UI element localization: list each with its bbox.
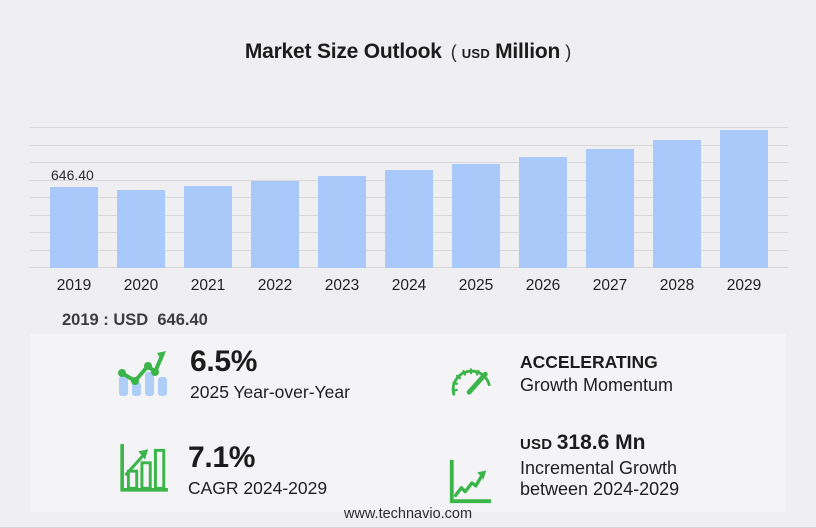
incremental-amount: 318.6 Mn bbox=[556, 431, 646, 454]
yoy-value: 6.5% bbox=[190, 345, 258, 378]
momentum-label: Growth Momentum bbox=[520, 375, 674, 395]
bar-slot-2023: 2023 bbox=[318, 128, 366, 294]
bar-slot-2021: 2021 bbox=[184, 128, 232, 294]
x-axis-label-2027: 2027 bbox=[592, 277, 628, 294]
title-scale: Million bbox=[495, 40, 561, 63]
bar-slot-2028: 2028 bbox=[653, 128, 701, 294]
x-axis-label-2022: 2022 bbox=[257, 277, 293, 294]
bar-slot-2024: 2024 bbox=[385, 128, 433, 294]
x-axis-label-2019: 2019 bbox=[56, 277, 92, 294]
bar-slot-2027: 2027 bbox=[586, 128, 634, 294]
bar-2027 bbox=[586, 148, 634, 268]
x-axis-label-2028: 2028 bbox=[659, 277, 695, 294]
bar-2028 bbox=[653, 139, 701, 268]
chart-title: Market Size Outlook ( USD Million ) bbox=[0, 40, 816, 64]
bar-2026 bbox=[519, 156, 567, 268]
stat-incremental: USD 318.6 Mn Incremental Growth between … bbox=[446, 432, 679, 506]
yoy-label: 2025 Year-over-Year bbox=[190, 382, 350, 402]
gauge-icon bbox=[451, 368, 491, 396]
x-axis-label-2020: 2020 bbox=[123, 277, 159, 294]
stat-cagr: 7.1% CAGR 2024-2029 bbox=[118, 442, 327, 499]
gridline bbox=[30, 127, 788, 128]
x-axis-label-2024: 2024 bbox=[391, 277, 427, 294]
bar-2020 bbox=[117, 190, 165, 268]
website-text: www.technavio.com bbox=[343, 506, 473, 522]
cagr-label: CAGR 2024-2029 bbox=[188, 478, 328, 498]
line-growth-icon bbox=[449, 459, 492, 504]
incremental-label-line1: Incremental Growth bbox=[520, 458, 678, 478]
title-open-paren: ( bbox=[450, 42, 457, 62]
bar-2029 bbox=[720, 130, 768, 268]
gridline bbox=[30, 144, 788, 146]
bar-2021 bbox=[184, 186, 232, 268]
bar-slot-2020: 2020 bbox=[117, 128, 165, 294]
base-year-annotation: 2019 : USD 646.40 bbox=[62, 311, 208, 329]
bar-2025 bbox=[452, 164, 500, 268]
title-currency: USD bbox=[461, 46, 491, 61]
title-close-paren: ) bbox=[565, 42, 572, 62]
incremental-value: USD 318.6 Mn bbox=[520, 432, 679, 456]
trend-bars-icon bbox=[118, 351, 167, 396]
incremental-currency: USD bbox=[520, 436, 553, 453]
bar-value-label: 646.40 bbox=[51, 166, 94, 183]
bar-slot-2025: 2025 bbox=[452, 128, 500, 294]
bar-chart: 2019 646.40 2020 2021 2022 2023 2024 2025 2026 20… bbox=[30, 127, 788, 294]
title-text: Market Size Outlook bbox=[244, 40, 442, 63]
cagr-value: 7.1% bbox=[188, 441, 256, 474]
stat-momentum: ACCELERATING Growth Momentum bbox=[448, 352, 673, 398]
bar-slot-2029: 2029 bbox=[720, 128, 768, 294]
x-axis-label-2023: 2023 bbox=[324, 277, 360, 294]
bar-slot-2019: 2019 646.40 bbox=[50, 128, 98, 294]
bar-2019 bbox=[50, 186, 98, 268]
bar-2023 bbox=[318, 175, 366, 268]
stat-yoy: 6.5% 2025 Year-over-Year bbox=[116, 346, 350, 403]
bar-slot-2026: 2026 bbox=[519, 128, 567, 294]
bar-2024 bbox=[385, 170, 433, 268]
x-axis-label-2021: 2021 bbox=[190, 277, 226, 294]
x-axis-label-2026: 2026 bbox=[525, 277, 561, 294]
bar-slot-2022: 2022 bbox=[251, 128, 299, 294]
bar-growth-icon bbox=[120, 444, 168, 492]
x-axis-label-2029: 2029 bbox=[726, 277, 762, 294]
bar-2022 bbox=[251, 181, 299, 268]
x-axis-label-2025: 2025 bbox=[458, 277, 494, 294]
bars: 2019 646.40 2020 2021 2022 2023 2024 2025 2026 20… bbox=[30, 128, 788, 294]
incremental-label-line2: between 2024-2029 bbox=[520, 479, 680, 499]
momentum-value: ACCELERATING bbox=[520, 352, 658, 372]
gridline bbox=[30, 162, 788, 163]
